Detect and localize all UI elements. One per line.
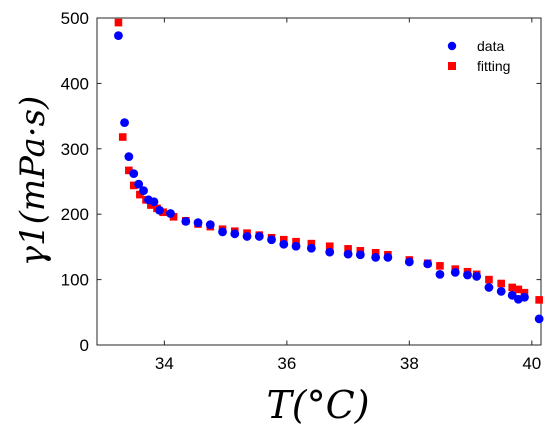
point-data xyxy=(134,179,144,189)
point-data xyxy=(371,252,381,262)
point-fitting xyxy=(147,201,155,209)
y-tick-label: 300 xyxy=(61,140,89,159)
point-data xyxy=(291,241,301,251)
point-fitting xyxy=(279,235,288,244)
point-data xyxy=(496,286,506,296)
point-data xyxy=(267,235,276,245)
y-tick-label: 500 xyxy=(61,9,89,28)
x-tick-label: 40 xyxy=(522,354,541,373)
legend-label-data: data xyxy=(477,38,504,54)
point-data xyxy=(181,216,191,226)
point-data xyxy=(355,250,365,260)
point-data xyxy=(193,218,203,228)
point-data xyxy=(534,314,544,324)
point-data xyxy=(254,232,264,241)
y-tick-label: 100 xyxy=(61,271,89,290)
point-fitting xyxy=(497,279,505,288)
point-data xyxy=(139,186,148,196)
point-data xyxy=(279,239,289,249)
x-axis-label: T(°C) xyxy=(266,383,369,427)
point-data xyxy=(383,252,393,262)
point-fitting xyxy=(136,190,144,199)
point-fitting xyxy=(344,245,352,253)
point-data xyxy=(463,270,472,280)
point-fitting xyxy=(169,213,178,221)
point-fitting xyxy=(520,288,529,297)
x-tick-label: 36 xyxy=(277,354,296,373)
point-fitting xyxy=(292,237,300,246)
x-tick-label: 38 xyxy=(400,354,419,373)
point-fitting xyxy=(307,239,316,248)
y-tick-label: 400 xyxy=(61,74,89,93)
point-data xyxy=(520,292,529,302)
point-fitting xyxy=(485,275,493,284)
point-data xyxy=(472,271,482,281)
point-data xyxy=(343,249,353,259)
point-data xyxy=(404,257,414,267)
point-data xyxy=(435,269,445,279)
y-tick-label: 200 xyxy=(61,205,89,224)
point-data xyxy=(149,197,159,207)
point-fitting xyxy=(129,181,138,190)
legend-marker-fitting xyxy=(448,62,456,70)
point-data xyxy=(129,169,139,179)
point-data xyxy=(230,229,240,239)
legend-label-fitting: fitting xyxy=(477,58,510,74)
y-tick-label: 0 xyxy=(80,336,89,355)
point-data xyxy=(450,268,460,277)
point-data xyxy=(166,209,175,218)
point-data xyxy=(205,220,215,230)
data-series xyxy=(114,18,544,324)
point-data xyxy=(218,227,227,237)
point-data xyxy=(306,243,316,253)
point-fitting xyxy=(114,18,123,27)
point-fitting xyxy=(514,285,523,294)
point-fitting xyxy=(436,262,444,270)
point-fitting xyxy=(325,242,334,251)
x-tick-label: 34 xyxy=(155,354,174,373)
point-fitting xyxy=(371,248,380,257)
legend: data fitting xyxy=(447,38,510,74)
point-data xyxy=(114,31,123,41)
point-fitting xyxy=(125,166,133,175)
point-fitting xyxy=(508,283,517,292)
point-fitting xyxy=(535,296,543,304)
point-data xyxy=(325,247,335,257)
point-data xyxy=(242,232,252,241)
point-data xyxy=(155,205,164,215)
y-axis-label: γ1(mPa·s) xyxy=(13,96,53,267)
plot-area xyxy=(96,17,542,346)
point-data xyxy=(120,118,129,128)
legend-marker-data xyxy=(447,41,457,51)
point-data xyxy=(484,283,494,292)
point-data xyxy=(124,152,134,162)
point-fitting xyxy=(118,133,127,141)
point-data xyxy=(423,259,433,269)
